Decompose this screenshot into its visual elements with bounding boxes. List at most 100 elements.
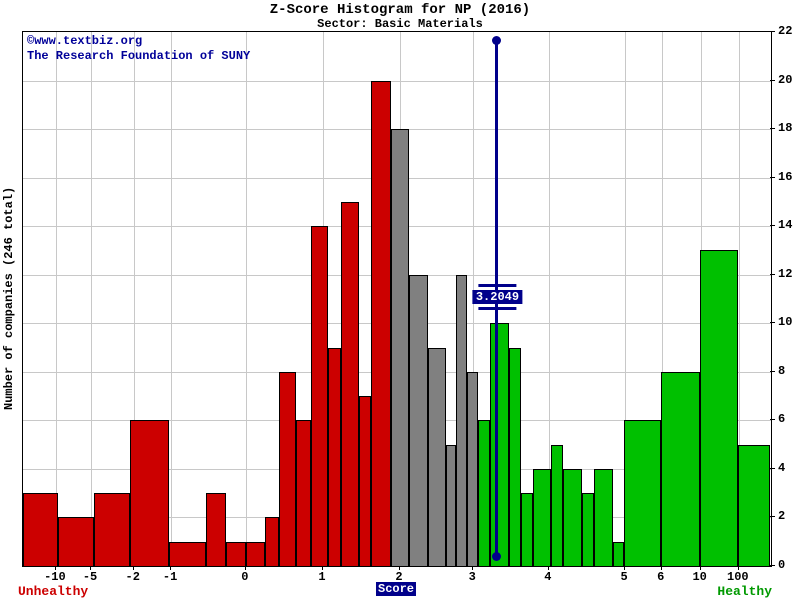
marker-value: 3.2049 — [472, 289, 523, 304]
bar--10 to -5 — [58, 517, 94, 566]
x-tick-label--10: -10 — [44, 570, 66, 584]
y-tickmark-12 — [770, 273, 775, 275]
bar-3.15 to 3.4 — [489, 323, 509, 566]
hgrid-20 — [23, 80, 771, 82]
plot-area: ©www.textbiz.org The Research Foundation… — [22, 31, 772, 567]
bar-0.25 to 0.5 — [264, 517, 279, 566]
bar->100 — [738, 444, 771, 566]
y-tick-label-0: 0 — [778, 558, 786, 572]
y-tick-label-2: 2 — [778, 509, 786, 524]
histogram-bars — [23, 32, 771, 566]
y-tick-label-16: 16 — [778, 169, 793, 184]
bar-0.75 to 1 — [295, 420, 311, 566]
x-tickmark-3 — [472, 565, 474, 570]
bar--2 to -1 — [129, 420, 169, 566]
watermark: ©www.textbiz.org The Research Foundation… — [27, 34, 250, 64]
chart-subtitle: Sector: Basic Materials — [317, 17, 483, 31]
y-tickmark-4 — [770, 467, 775, 469]
marker-crossbar-top — [478, 283, 517, 287]
vgrid-4 — [548, 32, 550, 566]
x-axis-title: Score — [375, 582, 417, 596]
bar-0.5 to 0.75 — [278, 371, 296, 566]
x-tick-label-10: 10 — [692, 570, 707, 584]
y-tickmark-0 — [770, 565, 775, 566]
x-tick-label-100: 100 — [727, 570, 749, 584]
x-tickmark--5 — [90, 565, 92, 570]
bar-2.85 to 3 — [466, 371, 478, 566]
textbiz-link[interactable]: ©www.textbiz.org — [27, 34, 143, 48]
bar-3.55 to 3.7 — [520, 493, 533, 566]
vgrid-5 — [625, 32, 627, 566]
y-tickmark-14 — [770, 225, 775, 227]
vgrid--1 — [171, 32, 173, 566]
x-tickmark-1 — [321, 565, 323, 570]
bar-2.7 to 2.85 — [455, 274, 467, 566]
y-tickmark-10 — [770, 322, 775, 324]
x-tickmark-10 — [699, 565, 701, 570]
bar-10 to 100 — [700, 250, 739, 566]
x-tick-label--2: -2 — [125, 570, 140, 584]
x-tickmark-4 — [547, 565, 549, 570]
vgrid--10 — [55, 32, 57, 566]
bar--1 to -0.5 — [168, 541, 206, 566]
y-tick-label-8: 8 — [778, 363, 786, 378]
bar-3 to 3.15 — [477, 420, 490, 566]
y-tick-label-6: 6 — [778, 412, 786, 427]
bar-2.4 to 2.6 — [427, 347, 446, 566]
y-tick-label-18: 18 — [778, 121, 793, 136]
y-tickmark-16 — [770, 176, 775, 178]
x-tick-label-2: 2 — [395, 570, 403, 584]
y-tickmark-18 — [770, 128, 775, 130]
chart-title: Z-Score Histogram for NP (2016) — [269, 2, 531, 18]
x-tick-label-6: 6 — [657, 570, 665, 584]
vgrid--2 — [133, 32, 135, 566]
bar-3.7 to 3.95 — [532, 468, 552, 566]
x-tick-label--1: -1 — [162, 570, 178, 584]
y-tickmark-22 — [770, 31, 775, 32]
bar-4.1 to 4.35 — [563, 468, 583, 566]
bar--0.25 to 0 — [225, 541, 246, 566]
bar-3.4 to 3.55 — [508, 347, 521, 566]
x-tickmark-5 — [624, 565, 626, 570]
bar--0.5 to -0.25 — [205, 493, 226, 566]
bar-2 to 2.2 — [390, 129, 409, 566]
x-tickmark--2 — [132, 565, 134, 570]
unhealthy-label: Unhealthy — [18, 584, 89, 599]
bar-6 to 10 — [661, 371, 701, 566]
bar-5 to 6 — [624, 420, 662, 566]
x-tickmark--10 — [54, 565, 56, 570]
y-tick-label-12: 12 — [778, 266, 793, 281]
vgrid-0 — [245, 32, 247, 566]
research-foundation-text: The Research Foundation of SUNY — [27, 49, 251, 63]
bar-1.6 to 1.8 — [358, 396, 371, 566]
x-tick-label-1: 1 — [318, 570, 326, 584]
x-tickmark-0 — [244, 565, 246, 570]
healthy-label: Healthy — [717, 584, 772, 599]
x-tickmark-100 — [737, 565, 739, 570]
bar-2.2 to 2.4 — [408, 274, 428, 566]
marker-bottom-dot — [492, 552, 502, 561]
bar-4.5 to 4.75 — [594, 468, 614, 566]
y-tick-label-14: 14 — [778, 218, 793, 233]
bar-0 to 0.25 — [245, 541, 265, 566]
y-tickmark-20 — [770, 79, 775, 81]
x-axis-ticks: -10 -5 -2 -1 0 1 2 3 4 5 6 10 100 — [22, 565, 770, 596]
vgrid-100 — [738, 32, 740, 566]
x-tickmark--1 — [170, 565, 172, 570]
bar-1 to 1.2 — [310, 226, 328, 566]
vgrid-6 — [661, 32, 663, 566]
x-tick-label-5: 5 — [620, 570, 628, 584]
x-tick-label-3: 3 — [468, 570, 476, 584]
y-tickmark-2 — [770, 516, 775, 518]
y-tick-label-22: 22 — [778, 24, 793, 38]
x-tick-label--5: -5 — [82, 570, 98, 584]
y-axis-ticks: 0 2 4 6 8 10 12 14 16 18 20 22 — [770, 24, 799, 572]
y-tickmark-6 — [770, 419, 775, 421]
x-tick-label-0: 0 — [241, 570, 249, 584]
y-tickmark-8 — [770, 370, 775, 372]
bar-4.35 to 4.5 — [582, 493, 595, 566]
marker-crossbar-bottom — [478, 306, 517, 310]
bar-1.8 to 2 — [370, 80, 391, 566]
bar-2.6 to 2.7 — [445, 444, 456, 566]
bar-<-10 — [23, 493, 58, 566]
